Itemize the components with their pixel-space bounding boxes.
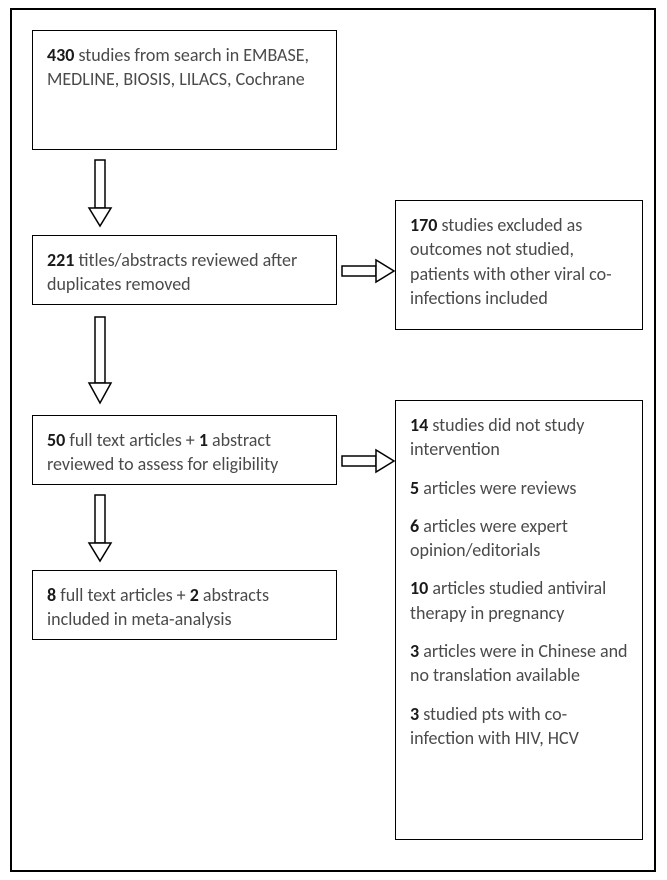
reason-item: 5 articles were reviews [410,476,628,500]
box-included-final: 8 full text articles + 2 abstracts inclu… [32,570,337,640]
reason-count: 5 [410,477,419,499]
reason-text: articles were reviews [419,477,576,499]
reason-count: 10 [410,577,428,599]
reason-count: 14 [410,414,428,436]
box-fulltext-reviewed: 50 full text articles + 1 abstract revie… [32,415,337,485]
reason-item: 3 articles were in Chinese and no transl… [410,639,628,688]
text-excluded-170: studies excluded as outcomes not studied… [410,214,612,309]
arrow-right-icon [340,256,396,286]
reason-item: 10 articles studied antiviral therapy in… [410,576,628,625]
reason-item: 14 studies did not study intervention [410,413,628,462]
arrow-down-icon [85,493,115,565]
count-included-abs-2: 2 [190,584,199,606]
text-included-a: full text articles + [56,584,190,606]
reason-item: 6 articles were expert opinion/editorial… [410,514,628,563]
box-excluded-170: 170 studies excluded as outcomes not stu… [395,200,643,330]
text-search: studies from search in EMBASE, MEDLINE, … [47,44,309,90]
count-excluded-170: 170 [410,214,437,236]
count-included-8: 8 [47,584,56,606]
arrow-right-icon [340,446,396,476]
arrow-down-icon [85,158,115,230]
reason-text: articles studied antiviral therapy in pr… [410,577,606,623]
count-search: 430 [47,44,74,66]
count-titles: 221 [47,249,74,271]
box-titles-reviewed: 221 titles/abstracts reviewed after dupl… [32,235,337,305]
reason-item: 3 studied pts with co-infection with HIV… [410,702,628,751]
text-fulltext-a: full text articles + [65,429,199,451]
arrow-down-icon [85,315,115,407]
reason-text: studied pts with co-infection with HIV, … [410,703,579,749]
reason-count: 6 [410,515,419,537]
reason-text: studies did not study intervention [410,414,584,460]
reason-count: 3 [410,640,419,662]
box-exclusion-reasons: 14 studies did not study intervention 5 … [395,400,643,840]
count-fulltext-50: 50 [47,429,65,451]
reason-text: articles were in Chinese and no translat… [410,640,628,686]
reason-text: articles were expert opinion/editorials [410,515,568,561]
count-abstract-1: 1 [199,429,208,451]
box-search-sources: 430 studies from search in EMBASE, MEDLI… [32,30,337,150]
text-titles: titles/abstracts reviewed after duplicat… [47,249,297,295]
reason-count: 3 [410,703,419,725]
